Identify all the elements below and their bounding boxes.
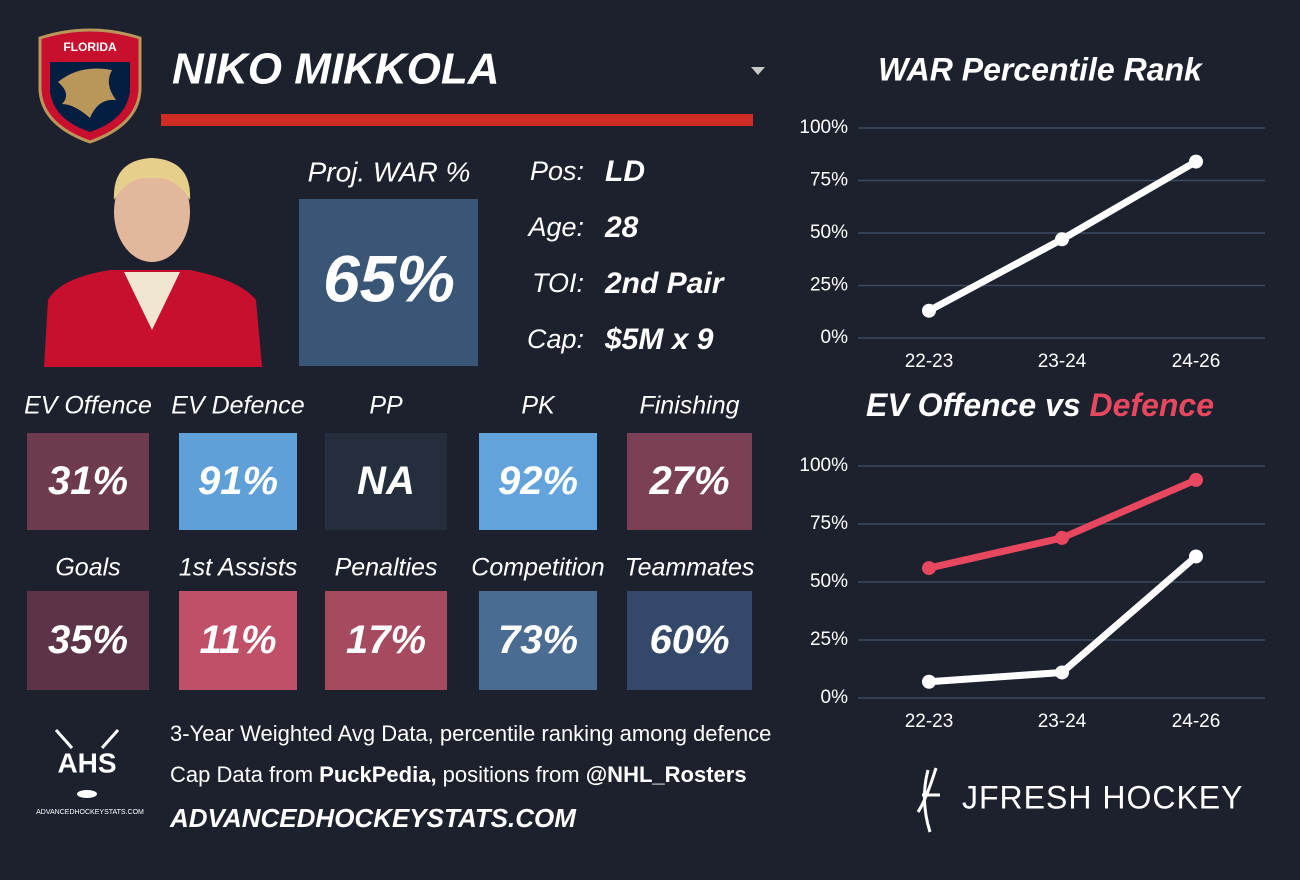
tile xyxy=(325,433,447,530)
source-link: @NHL_Rosters xyxy=(586,762,747,787)
tile-label: Penalties xyxy=(335,554,438,582)
tile-label: Competition xyxy=(471,554,604,582)
tile-value: 17% xyxy=(346,618,426,662)
tile xyxy=(27,591,149,690)
tile-value: 91% xyxy=(198,459,278,503)
tile-value: 31% xyxy=(48,459,128,503)
point xyxy=(922,674,936,689)
tile-value: 27% xyxy=(648,459,729,503)
y-tick-label: 50% xyxy=(810,222,848,243)
point xyxy=(922,561,936,576)
x-tick-label: 24-26 xyxy=(1172,711,1221,732)
team-logo: FLORIDA xyxy=(38,28,142,144)
stat-tiles: EV Offence 31% EV Defence 91% PP NA PK 92% Finis… xyxy=(24,392,754,690)
x-tick-label: 24-26 xyxy=(1172,351,1221,372)
info-label: Age: xyxy=(526,212,584,242)
proj-war-value: 65% xyxy=(323,241,455,315)
player-photo xyxy=(44,158,262,367)
tile xyxy=(179,433,297,530)
point xyxy=(1055,232,1069,247)
y-tick-label: 25% xyxy=(810,629,848,650)
point xyxy=(1189,154,1203,169)
ahs-site: ADVANCEDHOCKEYSTATS.COM xyxy=(36,809,144,816)
player-name: NIKO MIKKOLA xyxy=(172,45,500,94)
point xyxy=(1055,665,1069,680)
tile-label: EV Defence xyxy=(171,392,304,420)
tile-label: 1st Assists xyxy=(179,554,298,582)
tile-label: EV Offence xyxy=(24,392,152,420)
tile-value: 73% xyxy=(498,618,578,662)
tile xyxy=(479,433,597,530)
chart-title: EV Offence vs Defence xyxy=(866,387,1214,423)
tile-label: Teammates xyxy=(625,554,755,582)
tile xyxy=(27,433,149,530)
source-text: positions from xyxy=(437,762,586,787)
tile-label: PK xyxy=(521,392,556,420)
legend-entry: Defence xyxy=(1090,387,1215,423)
brand: JFRESH HOCKEY xyxy=(962,779,1243,815)
info-value: $5M x 9 xyxy=(604,323,714,356)
point xyxy=(1189,549,1203,564)
info-value: 28 xyxy=(604,211,639,244)
team-name: FLORIDA xyxy=(63,40,117,54)
y-tick-label: 100% xyxy=(799,455,848,476)
proj-war-label: Proj. WAR % xyxy=(308,156,471,187)
dropdown-caret[interactable] xyxy=(751,67,765,75)
tile xyxy=(325,591,447,690)
x-tick-label: 23-24 xyxy=(1038,351,1087,372)
info-label: Cap: xyxy=(527,324,584,354)
y-tick-label: 50% xyxy=(810,571,848,592)
tile xyxy=(627,591,752,690)
tile xyxy=(179,591,297,690)
ahs-logo: AHS ADVANCEDHOCKEYSTATS.COM xyxy=(36,729,144,816)
point xyxy=(1055,530,1069,545)
tile-value: NA xyxy=(357,459,415,503)
footer-site: ADVANCEDHOCKEYSTATS.COM xyxy=(169,803,577,833)
point xyxy=(1189,472,1203,487)
tile-value: 92% xyxy=(498,459,578,503)
proj-war-box xyxy=(299,199,478,366)
tile-value: 60% xyxy=(649,618,729,662)
tile xyxy=(479,591,597,690)
y-tick-label: 0% xyxy=(821,687,849,708)
y-tick-label: 75% xyxy=(810,513,848,534)
ahs-text: AHS xyxy=(57,747,116,778)
name-underline xyxy=(161,114,753,126)
info-list: Pos: LD Age: 28 TOI: 2nd Pair Cap: $5M x 9 xyxy=(526,155,725,356)
tile xyxy=(627,433,752,530)
y-tick-label: 100% xyxy=(799,117,848,138)
tile-value: 35% xyxy=(48,618,128,662)
y-tick-label: 0% xyxy=(821,327,849,348)
brand-icon xyxy=(916,767,940,833)
footer-note: 3-Year Weighted Avg Data, percentile ran… xyxy=(170,721,771,746)
tile-label: Goals xyxy=(55,554,120,582)
x-tick-label: 22-23 xyxy=(905,711,954,732)
tile-label: PP xyxy=(369,392,403,420)
source-link: PuckPedia, xyxy=(319,762,436,787)
x-tick-label: 23-24 xyxy=(1038,711,1087,732)
tile-label: Finishing xyxy=(639,392,739,420)
legend-entry: EV Offence xyxy=(866,387,1036,423)
info-label: TOI: xyxy=(532,268,584,298)
y-tick-label: 25% xyxy=(810,275,848,296)
info-label: Pos: xyxy=(530,156,584,186)
footer-source: Cap Data from PuckPedia, positions from … xyxy=(170,762,747,787)
chart-title: WAR Percentile Rank xyxy=(878,51,1204,87)
x-tick-label: 22-23 xyxy=(905,351,954,372)
title-connector: vs xyxy=(1036,387,1089,423)
info-value: LD xyxy=(605,155,645,188)
source-text: Cap Data from xyxy=(170,762,319,787)
info-value: 2nd Pair xyxy=(604,267,726,300)
tile-value: 11% xyxy=(199,618,276,662)
point xyxy=(922,303,936,318)
y-tick-label: 75% xyxy=(810,170,848,191)
charts: WAR Percentile Rank 0% 25% 50% 75% 100% 22-23 2… xyxy=(799,51,1265,732)
